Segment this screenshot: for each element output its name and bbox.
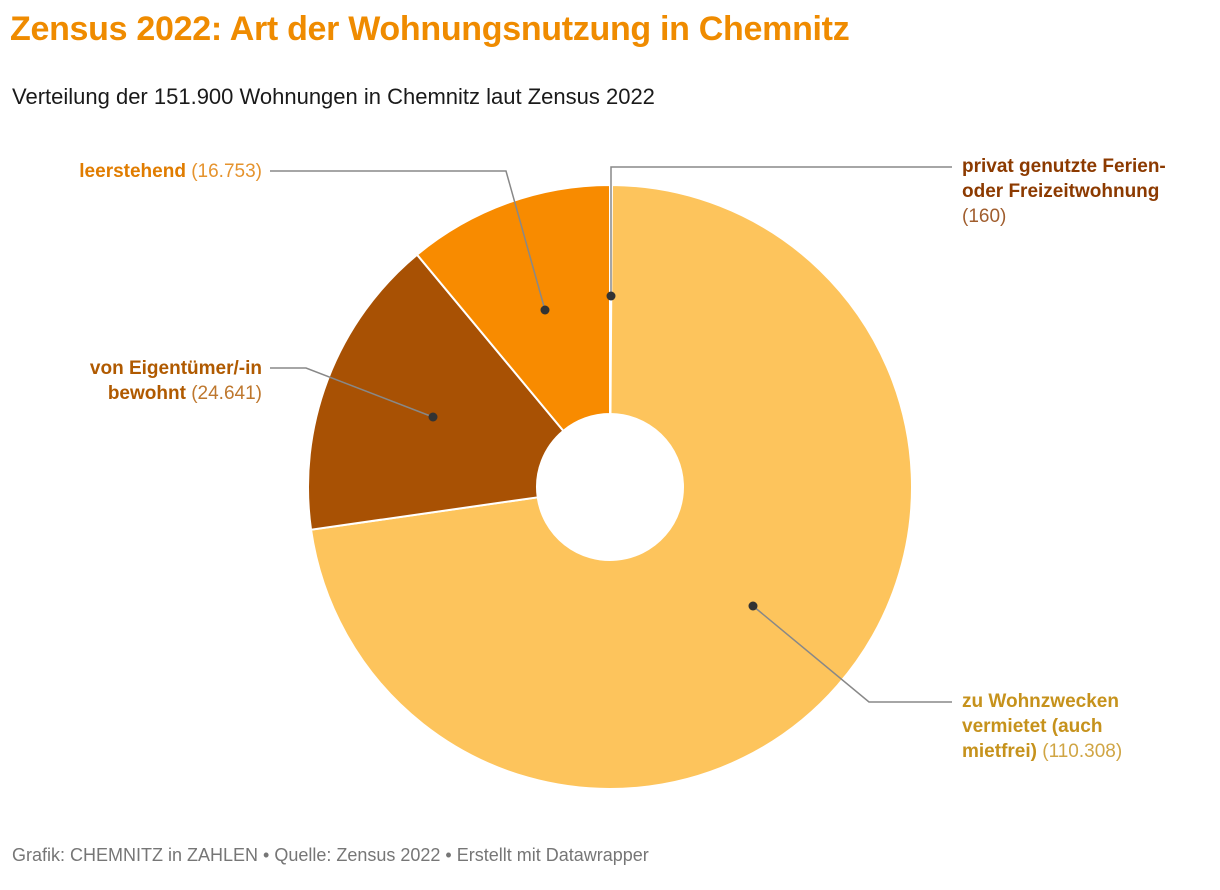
leader-dot-vermietet xyxy=(748,601,758,611)
pie-slice-2[interactable] xyxy=(307,253,565,531)
leader-lines xyxy=(270,166,952,703)
slice-value-eigentuemer: (24.641) xyxy=(191,383,262,404)
pie-slice-3[interactable] xyxy=(415,183,611,433)
leader-dot-leerstehend xyxy=(540,305,550,315)
leader-line-ferienwohnung xyxy=(610,166,952,296)
label-eigentuemer: von Eigentümer/-in bewohnt (24.641) xyxy=(47,356,262,406)
label-leerstehend: leerstehend (16.753) xyxy=(79,159,262,184)
leader-line-leerstehend xyxy=(270,170,546,311)
chart-title: Zensus 2022: Art der Wohnungsnutzung in … xyxy=(10,10,850,48)
slice-label-ferienwohnung: privat genutzte Ferien- oder Freizeitwoh… xyxy=(962,156,1166,202)
leader-dot-ferienwohnung xyxy=(606,291,616,301)
slice-label-vermietet: zu Wohnzwecken vermietet (auch mietfrei) xyxy=(962,691,1119,762)
leader-line-vermietet xyxy=(752,605,952,703)
slice-value-vermietet: (110.308) xyxy=(1042,741,1123,762)
attribution-footer: Grafik: CHEMNITZ in ZAHLEN • Quelle: Zen… xyxy=(12,845,649,865)
donut-slices xyxy=(307,183,913,790)
leader-dots xyxy=(428,291,758,611)
leader-dot-eigentuemer xyxy=(428,412,438,422)
slice-label-eigentuemer: von Eigentümer/-in bewohnt xyxy=(89,358,262,404)
slice-value-ferienwohnung: (160) xyxy=(962,206,1007,227)
chart-subtitle: Verteilung der 151.900 Wohnungen in Chem… xyxy=(12,84,655,109)
slice-label-leerstehend: leerstehend xyxy=(79,161,186,182)
slice-value-leerstehend: (16.753) xyxy=(191,161,262,182)
pie-slice-1[interactable] xyxy=(309,183,913,790)
leader-line-eigentuemer xyxy=(270,367,434,418)
label-vermietet: zu Wohnzwecken vermietet (auch mietfrei)… xyxy=(962,689,1170,764)
label-ferienwohnung: privat genutzte Ferien- oder Freizeitwoh… xyxy=(962,154,1200,229)
